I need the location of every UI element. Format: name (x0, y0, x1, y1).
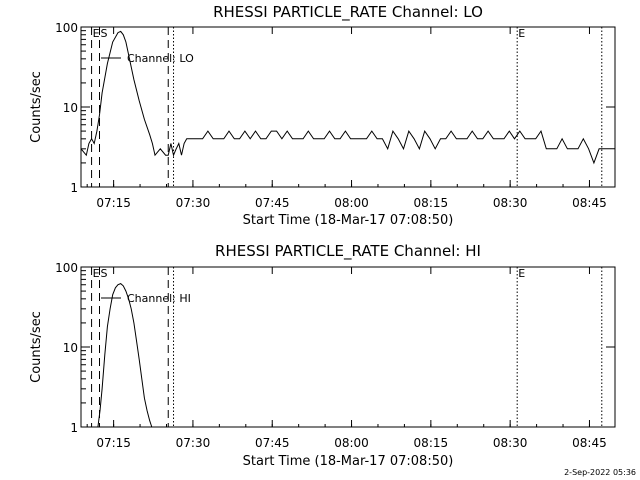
legend-label-lo: Channel: LO (127, 52, 194, 65)
x-tick-label-lo: 07:15 (96, 196, 131, 210)
x-tick-label-hi: 08:45 (572, 436, 607, 450)
x-tick-label-lo: 08:00 (334, 196, 369, 210)
axis-ticks-hi: 07:15 07:30 07:45 08:00 08:15 08:30 08:45 1 10 10… (55, 261, 615, 450)
y-tick-label-hi: 100 (55, 261, 78, 275)
series-line-lo (80, 30, 615, 165)
plot-frame-lo (80, 26, 616, 188)
x-tick-label-hi: 08:15 (414, 436, 449, 450)
x-axis-label-lo: Start Time (18-Mar-17 07:08:50) (243, 213, 454, 228)
y-axis-label-hi: Counts/sec (29, 311, 44, 383)
y-tick-label-lo: 100 (55, 21, 78, 35)
chart-title-hi: RHESSI PARTICLE_RATE Channel: HI (215, 242, 481, 261)
y-tick-label-hi: 10 (63, 341, 78, 355)
y-tick-label-hi: 1 (70, 421, 78, 435)
event-marker-label-hi: E (93, 267, 100, 280)
legend-hi: Channel: HI (101, 292, 191, 305)
x-tick-label-hi: 07:30 (176, 436, 211, 450)
x-tick-label-lo: 07:45 (255, 196, 290, 210)
legend-label-hi: Channel: HI (127, 292, 191, 305)
x-axis-label-hi: Start Time (18-Mar-17 07:08:50) (243, 454, 454, 469)
event-marker-label-hi: E (518, 267, 525, 280)
event-marker-label-lo: E (93, 27, 100, 40)
x-tick-label-lo: 08:30 (493, 196, 528, 210)
event-marker-label-lo: E (518, 27, 525, 40)
y-axis-label-lo: Counts/sec (29, 71, 44, 143)
x-tick-label-lo: 08:15 (414, 196, 449, 210)
x-tick-label-hi: 08:00 (334, 436, 369, 450)
panel-lo: RHESSI PARTICLE_RATE Channel: LO Counts/… (29, 3, 616, 228)
y-tick-label-lo: 10 (63, 101, 78, 115)
footer-date-stamp: 2-Sep-2022 05:36 (564, 468, 636, 477)
x-tick-label-hi: 07:15 (96, 436, 131, 450)
plot-frame-hi (80, 266, 616, 428)
x-tick-label-hi: 08:30 (493, 436, 528, 450)
axis-ticks-lo: 07:15 07:30 07:45 08:00 08:15 08:30 08:45 1 10 10… (55, 21, 615, 210)
chart-title-lo: RHESSI PARTICLE_RATE Channel: LO (213, 3, 483, 22)
event-marker-label-lo: S (101, 27, 108, 40)
event-marker-label-hi: S (101, 267, 108, 280)
legend-lo: Channel: LO (101, 52, 194, 65)
series-line-hi (97, 283, 153, 428)
x-tick-label-hi: 07:45 (255, 436, 290, 450)
panel-hi: RHESSI PARTICLE_RATE Channel: HI Counts/… (29, 242, 616, 469)
x-tick-label-lo: 08:45 (572, 196, 607, 210)
x-tick-label-lo: 07:30 (176, 196, 211, 210)
y-tick-label-lo: 1 (70, 181, 78, 195)
